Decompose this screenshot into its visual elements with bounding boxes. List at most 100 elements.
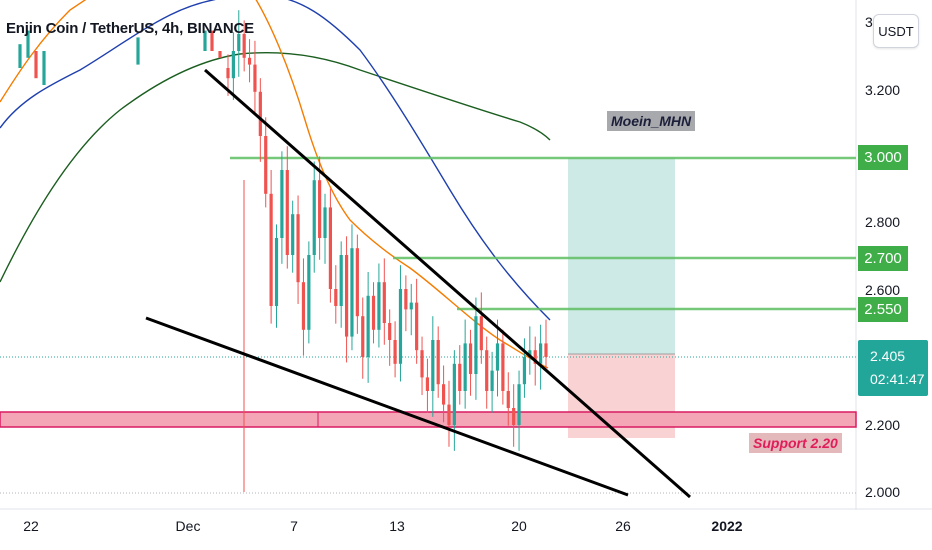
candle-body: [323, 207, 327, 238]
price-label-3200: 3.200: [865, 82, 901, 98]
price-label-2000: 2.000: [865, 484, 901, 500]
candle-body: [501, 343, 505, 391]
candle-body: [533, 350, 537, 364]
candle-body: [339, 255, 343, 306]
candle-body: [495, 343, 500, 371]
candle-body: [285, 170, 289, 255]
candle-body: [253, 64, 257, 92]
candle-body: [458, 363, 462, 391]
time-label-22: 22: [23, 518, 39, 534]
candle-body: [26, 30, 30, 58]
candle-body: [242, 34, 246, 58]
candle-body: [312, 180, 316, 255]
candle-body: [522, 357, 527, 385]
last-price-value: 2.405: [870, 348, 906, 364]
time-label-2022: 2022: [711, 518, 743, 534]
wedge-lower-trendline[interactable]: [145, 316, 629, 497]
candle-body: [485, 350, 489, 391]
candle-body: [301, 282, 306, 330]
candle-body: [328, 207, 333, 289]
candle-body: [447, 404, 451, 425]
candle-body: [528, 350, 532, 357]
candle-body: [318, 180, 322, 238]
author-note[interactable]: Moein_MHN: [607, 111, 696, 131]
level-2700-tag[interactable]: 2.700: [858, 246, 908, 271]
candle-body: [544, 343, 548, 357]
candle-body: [474, 316, 478, 374]
price-label-2200: 2.200: [865, 417, 901, 433]
candle-body: [280, 170, 284, 238]
candle-body: [307, 255, 311, 330]
candle-body: [344, 255, 349, 337]
candle-body: [210, 30, 214, 51]
support-note[interactable]: Support 2.20: [749, 433, 842, 453]
candle-body: [203, 30, 207, 51]
candle-body: [441, 384, 446, 405]
bar-countdown: 02:41:47: [870, 371, 925, 387]
candle-body: [291, 214, 295, 255]
candle-body: [274, 238, 279, 306]
ma-blue-line: [0, 0, 551, 321]
wedge-upper-trendline[interactable]: [204, 68, 691, 499]
candle-body: [226, 68, 230, 79]
candle-body: [247, 57, 252, 65]
candle-body: [334, 289, 338, 306]
candle-body: [218, 51, 222, 58]
candle-body: [512, 408, 516, 425]
candle-body: [409, 302, 413, 310]
time-label-13: 13: [389, 518, 405, 534]
candle-body: [517, 384, 521, 425]
candle-body: [264, 136, 268, 194]
candle-body: [468, 343, 473, 374]
ma-orange-line: [0, 0, 549, 369]
candle-body: [350, 248, 354, 337]
candle-body: [355, 248, 359, 317]
candle-body: [425, 377, 430, 391]
candle-body: [431, 340, 435, 391]
candle-body: [136, 37, 140, 65]
support-zone[interactable]: [0, 411, 857, 428]
last-price-tag: 2.405 02:41:47: [858, 340, 928, 396]
candle-body: [377, 282, 381, 330]
candle-body: [34, 51, 38, 79]
candle-body: [463, 343, 467, 391]
candle-body: [490, 370, 494, 391]
time-label-20: 20: [511, 518, 527, 534]
candle-body: [404, 289, 408, 310]
candle-body: [237, 34, 241, 51]
level-3000-tag[interactable]: 3.000: [858, 145, 908, 170]
candle-body: [366, 295, 370, 357]
ma-green-line: [0, 52, 551, 283]
candle-body: [479, 316, 483, 351]
time-label-dec: Dec: [175, 518, 201, 534]
candle-body: [258, 91, 262, 136]
candle-body: [382, 282, 386, 323]
candle-body: [436, 340, 440, 385]
candle-body: [452, 363, 456, 425]
currency-button[interactable]: USDT: [873, 14, 919, 48]
candle-body: [398, 289, 403, 364]
time-label-26: 26: [615, 518, 631, 534]
take-profit-zone[interactable]: [568, 158, 675, 354]
candle-body: [539, 343, 543, 364]
time-label-7: 7: [290, 518, 298, 534]
candle-body: [415, 302, 419, 351]
candle-body: [393, 340, 397, 364]
chart-title: Enjin Coin / TetherUS, 4h, BINANCE: [6, 20, 254, 37]
candle-body: [296, 214, 300, 283]
price-label-2800: 2.800: [865, 214, 901, 230]
candle-body: [388, 323, 392, 340]
price-label-top-partial: 3: [865, 14, 873, 30]
candle-body: [361, 316, 365, 357]
candle-body: [506, 391, 510, 408]
candle-body: [371, 295, 376, 330]
candle-body: [269, 193, 273, 306]
candle-body: [231, 51, 235, 79]
candle-body: [420, 350, 424, 378]
level-2550-tag[interactable]: 2.550: [858, 297, 908, 322]
candle-body: [42, 51, 46, 85]
price-label-2600: 2.600: [865, 282, 901, 298]
candle-body: [18, 44, 22, 68]
